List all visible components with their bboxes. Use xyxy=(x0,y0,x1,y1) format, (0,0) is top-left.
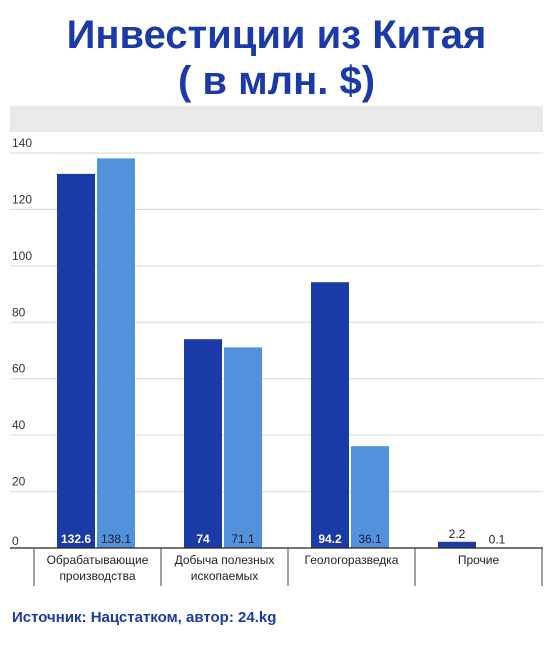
x-axis-category-labels: Обрабатывающие производства Добыча полезны… xyxy=(47,553,500,583)
bar-series-b xyxy=(97,158,135,548)
bar-series-b xyxy=(224,347,262,548)
y-tick-label: 0 xyxy=(12,534,19,548)
y-tick-label: 40 xyxy=(12,418,26,432)
data-label: 2.2 xyxy=(449,527,466,541)
y-axis-ticks: 0 20 40 60 80 100 120 140 xyxy=(12,136,32,548)
bar-series-a xyxy=(57,173,95,548)
data-label: 36.1 xyxy=(358,532,382,546)
x-tick-label: производства xyxy=(59,569,135,583)
data-label: 0.1 xyxy=(489,533,506,547)
source-note: Источник: Нацстатком, автор: 24.kg xyxy=(12,609,277,626)
bar-series-a xyxy=(438,541,476,548)
data-label: 132.6 xyxy=(61,532,91,546)
bar-series-a xyxy=(184,339,222,548)
chart-title: Инвестиции из Китая ( в млн. $) xyxy=(0,12,553,104)
chart-title-line-1: Инвестиции из Китая xyxy=(66,13,487,57)
x-tick-label: ископаемых xyxy=(191,569,258,583)
y-tick-label: 80 xyxy=(12,305,26,319)
bars xyxy=(57,158,516,549)
bar-chart: 0 20 40 60 80 100 120 140 132.6 74 94.2 2.2 138.1 71… xyxy=(10,136,543,586)
chart-title-line-2: ( в млн. $) xyxy=(177,59,376,103)
data-label: 71.1 xyxy=(231,532,255,546)
data-label: 74 xyxy=(196,532,210,546)
y-tick-label: 120 xyxy=(12,192,32,206)
y-tick-label: 20 xyxy=(12,475,26,489)
x-tick-label: Геологоразведка xyxy=(305,553,399,567)
x-tick-label: Прочие xyxy=(458,553,500,567)
bar-series-b xyxy=(351,446,389,548)
y-tick-label: 60 xyxy=(12,362,26,376)
data-labels: 132.6 74 94.2 2.2 138.1 71.1 36.1 0.1 xyxy=(61,527,506,547)
data-label: 94.2 xyxy=(318,532,342,546)
bar-series-a xyxy=(311,282,349,548)
x-tick-label: Добыча полезных xyxy=(175,553,275,567)
y-tick-label: 100 xyxy=(12,249,32,263)
data-label: 138.1 xyxy=(101,532,131,546)
y-tick-label: 140 xyxy=(12,136,32,150)
header-band xyxy=(10,106,543,132)
x-axis xyxy=(10,547,543,586)
x-tick-label: Обрабатывающие xyxy=(47,553,149,567)
